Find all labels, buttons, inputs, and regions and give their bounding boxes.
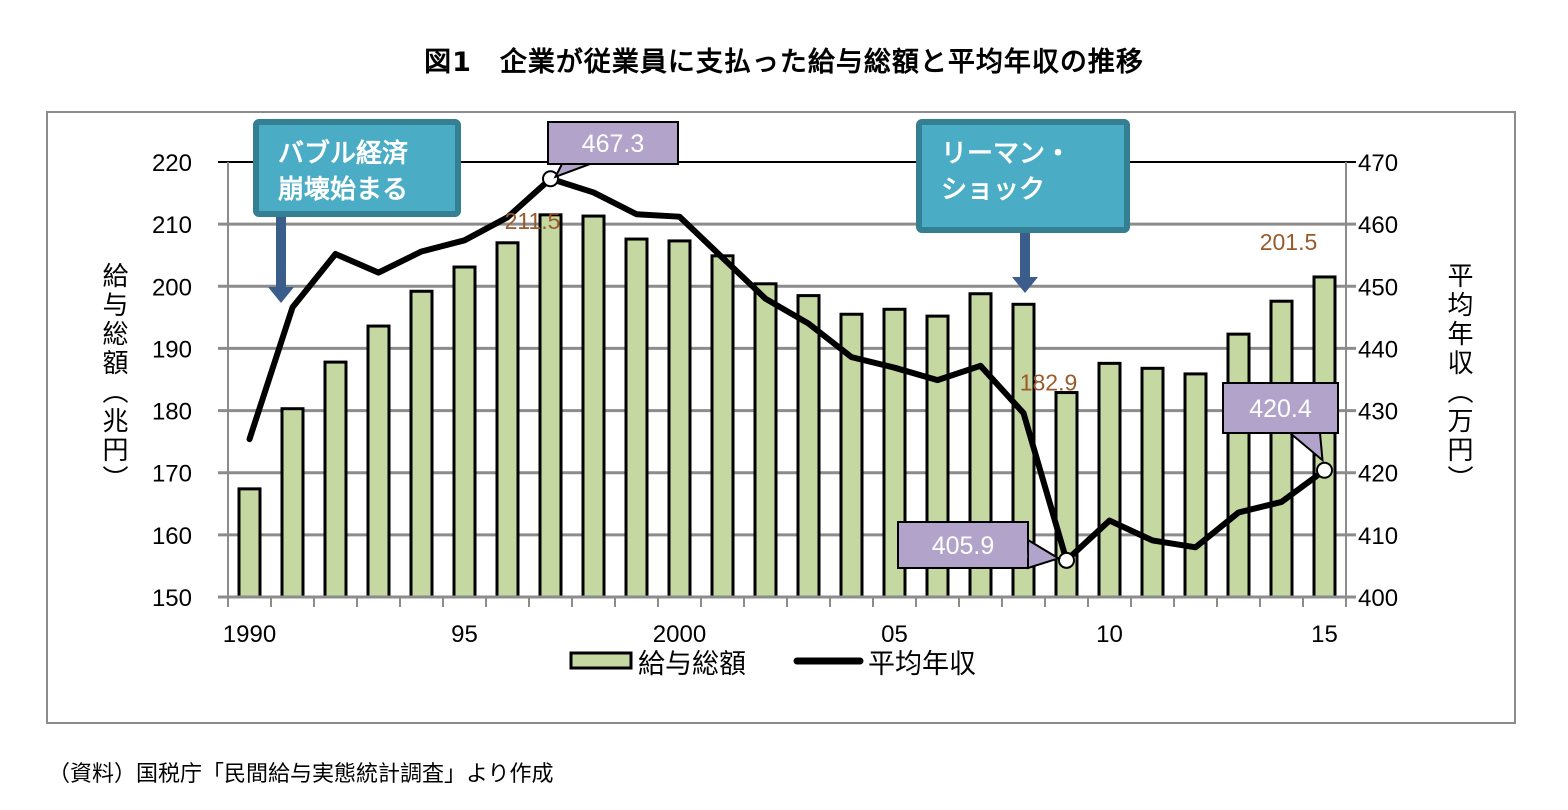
bar: [538, 213, 563, 599]
bar: [753, 282, 778, 599]
callout-pointer: [1287, 432, 1324, 463]
bar: [280, 407, 305, 599]
right-tick-label: 460: [1358, 212, 1398, 239]
value-callout-box: [897, 521, 1029, 569]
left-tick-label: 200: [152, 274, 192, 301]
event-callout-box: [916, 119, 1130, 233]
source-note: （資料）国税庁「民間給与実態統計調査」より作成: [48, 762, 554, 787]
bar: [624, 237, 649, 599]
callout-seam: [1292, 429, 1318, 431]
left-tick-label: 160: [152, 523, 192, 550]
right-tick-label: 400: [1358, 585, 1398, 612]
bar: [409, 289, 434, 599]
line-marker: [542, 170, 559, 188]
chart-frame: [46, 111, 1516, 724]
arrow-shaft: [276, 214, 286, 289]
bar: [495, 241, 520, 599]
legend: 給与総額 平均年収: [569, 649, 976, 680]
left-tick-label: 220: [152, 150, 192, 177]
bar: [1269, 299, 1294, 599]
bar: [1183, 372, 1208, 599]
line-marker: [1058, 551, 1075, 569]
bar: [1097, 361, 1122, 599]
left-tick-label: 150: [152, 585, 192, 612]
arrow-down-icon: [1012, 277, 1038, 293]
event-callout-text: ショック: [941, 175, 1045, 205]
bar: [710, 254, 735, 599]
right-tick-label: 450: [1358, 274, 1398, 301]
right-tick-label: 440: [1358, 336, 1398, 363]
line-path: [246, 175, 1328, 564]
value-callout-box: [547, 121, 679, 165]
callout-seam: [1026, 538, 1030, 566]
left-tick-label: 210: [152, 212, 192, 239]
right-tick-label: 420: [1358, 461, 1398, 488]
right-axis-title: 平均年収（万円）: [1443, 262, 1473, 494]
bar-data-label: 211.5: [505, 208, 561, 234]
bar: [366, 324, 391, 599]
right-tick-label: 470: [1358, 150, 1398, 177]
event-callout-text: リーマン・: [941, 139, 1071, 169]
left-tick-label: 170: [152, 461, 192, 488]
bars-series: [237, 213, 1337, 599]
left-tick-label: 180: [152, 399, 192, 426]
bar: [237, 487, 262, 599]
value-callout-text: 420.4: [1249, 395, 1312, 423]
arrow-down-icon: [268, 287, 294, 303]
legend-label-line: 平均年収: [868, 649, 976, 680]
bar: [1140, 366, 1165, 599]
arrow-shaft: [1020, 230, 1030, 279]
x-tick-label: 15: [1311, 621, 1338, 648]
value-callout-text: 405.9: [932, 532, 995, 560]
right-tick-label: 430: [1358, 399, 1398, 426]
value-callout-text: 467.3: [582, 130, 645, 158]
callout-pointer: [553, 163, 591, 179]
chart-title: 図1 企業が従業員に支払った給与総額と平均年収の推移: [424, 47, 1144, 78]
bar: [667, 239, 692, 599]
bar: [452, 265, 477, 599]
legend-swatch-bar: [569, 651, 633, 670]
x-tick-label: 1990: [223, 621, 276, 648]
bar-data-label: 182.9: [1020, 370, 1078, 396]
bar-data-label: 201.5: [1260, 229, 1318, 255]
value-callout-box: [1222, 382, 1339, 434]
bar: [323, 360, 348, 599]
x-tick-label: 2000: [653, 621, 706, 648]
right-tick-label: 410: [1358, 523, 1398, 550]
line-marker: [1316, 461, 1333, 479]
axes: 150 160 170 180 190 200 210 220 400 410 420 430 440 4…: [98, 150, 1473, 648]
x-tick-label: 05: [881, 621, 908, 648]
event-callout-text: 崩壊始まる: [278, 175, 408, 205]
callout-seam: [564, 160, 588, 162]
callout-pointer: [1027, 538, 1061, 570]
left-axis-title: 給与総額（兆円）: [98, 262, 128, 494]
event-callout-text: バブル経済: [278, 138, 409, 169]
legend-label-bar: 給与総額: [638, 649, 746, 680]
data-labels: 211.5 182.9 201.5: [505, 208, 1318, 396]
left-tick-label: 190: [152, 336, 192, 363]
x-tick-label: 10: [1096, 621, 1123, 648]
line-series: [246, 170, 1333, 569]
bar: [1226, 332, 1251, 599]
x-tick-label: 95: [451, 621, 478, 648]
event-callout-box: [253, 119, 461, 217]
bar: [796, 294, 821, 599]
bar: [581, 214, 606, 599]
